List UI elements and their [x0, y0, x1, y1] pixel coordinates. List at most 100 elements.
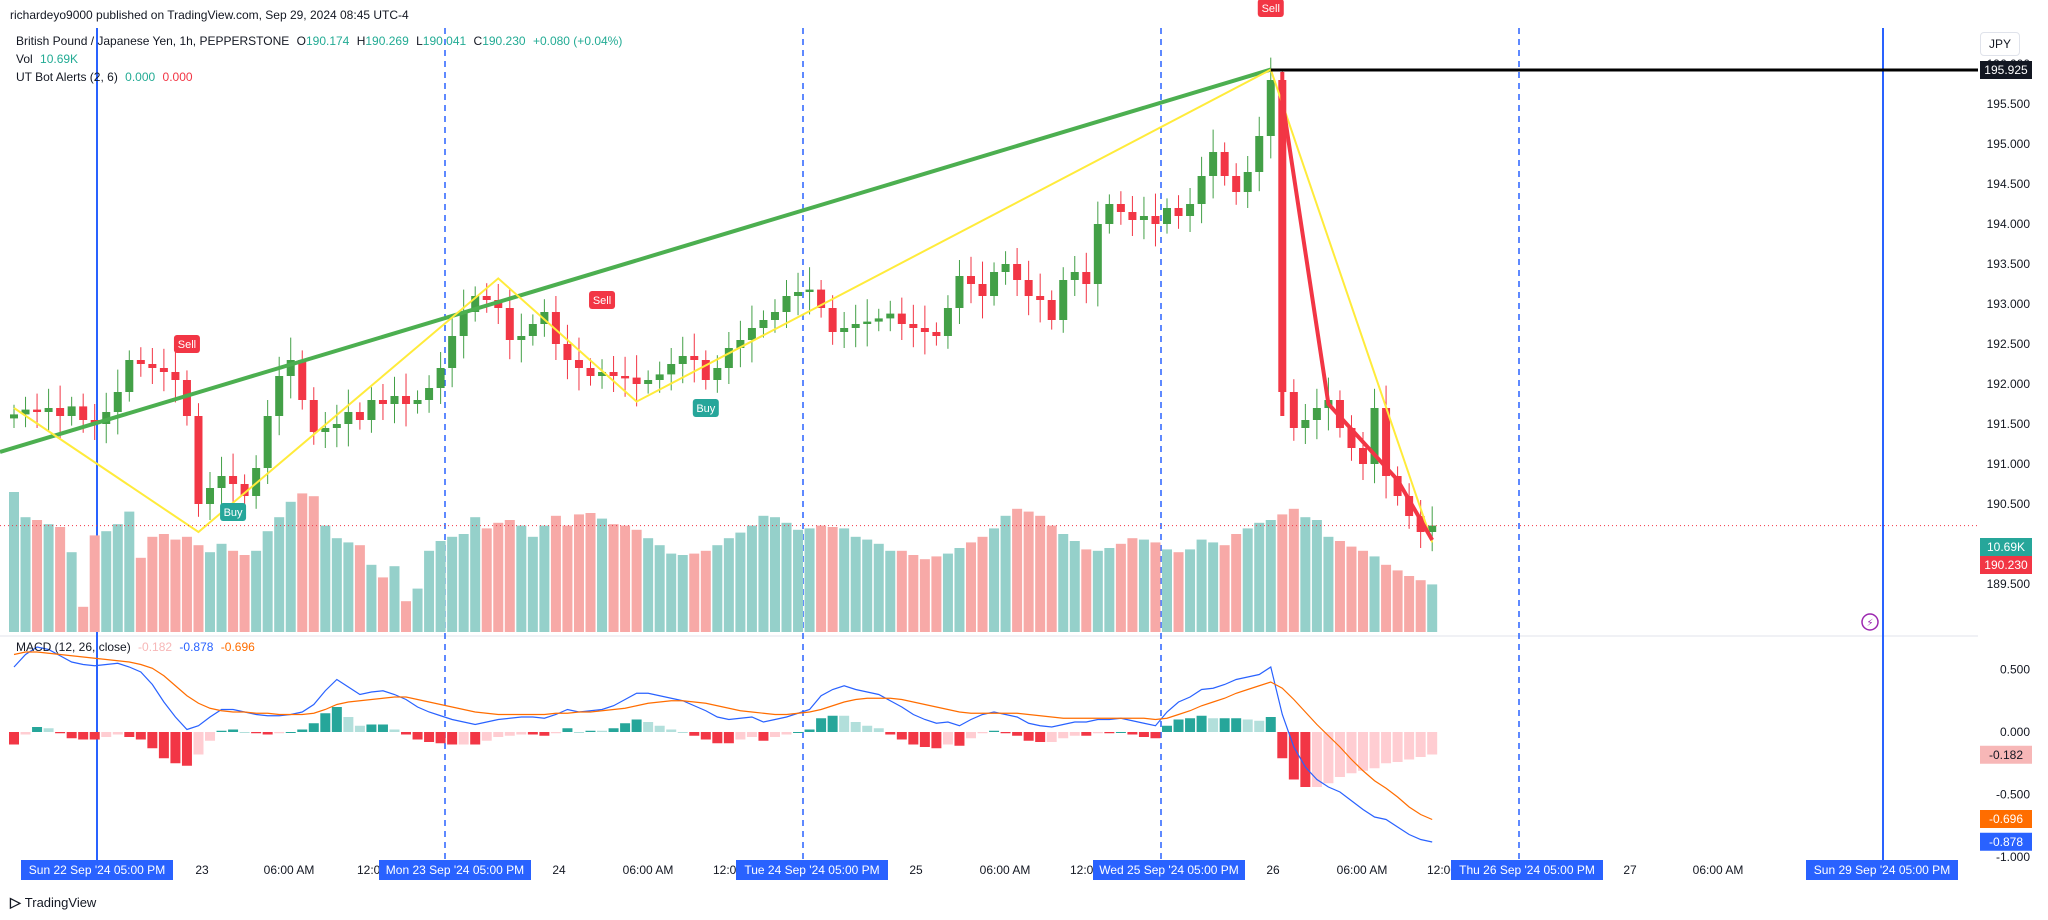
candle — [990, 272, 999, 296]
volume-bar — [320, 525, 331, 632]
volume-bar — [516, 525, 527, 632]
macd-hist-bar — [1092, 732, 1103, 734]
macd-hist-bar — [1254, 720, 1265, 732]
candle — [1151, 216, 1160, 224]
volume-legend[interactable]: Vol 10.69K — [16, 52, 82, 66]
symbol-title[interactable]: British Pound / Japanese Yen, 1h, PEPPER… — [16, 34, 290, 48]
volume-bar — [885, 550, 896, 632]
macd-hist-bar — [43, 728, 54, 732]
current-price-badge — [1980, 556, 2032, 574]
volume-bar — [631, 529, 642, 632]
macd-hist-bar — [654, 725, 665, 732]
time-axis-badge — [1806, 860, 1958, 880]
macd-hist-bar — [158, 732, 169, 759]
volume-bar — [1208, 542, 1219, 632]
volume-badge-label: 10.69K — [1987, 540, 2025, 554]
macd-hist-bar — [1069, 732, 1080, 736]
macd-value-badge — [1980, 832, 2032, 851]
macd-hist-bar — [965, 732, 976, 739]
volume-bar — [366, 564, 377, 632]
candle — [1059, 280, 1068, 320]
drop-line — [1280, 72, 1434, 541]
candle — [817, 289, 826, 308]
volume-bar — [1415, 580, 1426, 632]
macd-hist-bar — [504, 732, 515, 736]
volume-bar — [43, 524, 54, 632]
macd-hist-bar — [1392, 732, 1403, 762]
macd-hist-bar — [769, 732, 780, 737]
volume-bar — [793, 529, 804, 632]
candle — [1220, 152, 1229, 176]
macd-hist-bar — [781, 732, 792, 735]
candle — [1289, 392, 1298, 428]
tradingview-logo[interactable]: ▷ TradingView — [10, 894, 96, 911]
macd-hist-bar — [816, 718, 827, 732]
volume-bar — [1000, 515, 1011, 632]
alert-lightning-icon — [1861, 613, 1879, 631]
candle — [263, 416, 272, 468]
candle — [655, 374, 664, 380]
time-axis-badge-label: Thu 26 Sep '24 05:00 PM — [1459, 863, 1595, 877]
volume-bar — [781, 522, 792, 632]
candle — [1405, 496, 1414, 516]
macd-hist-bar — [620, 723, 631, 732]
volume-bar — [389, 566, 400, 632]
utbot-legend[interactable]: UT Bot Alerts (2, 6) 0.000 0.000 — [16, 70, 197, 84]
volume-bar — [746, 525, 757, 632]
sell-signal — [589, 291, 616, 309]
candle — [21, 409, 30, 415]
time-axis-badge-label: Wed 25 Sep '24 05:00 PM — [1099, 863, 1239, 877]
volume-bar — [331, 538, 342, 632]
candle — [1001, 264, 1010, 272]
price-tick-label: 191.500 — [1987, 417, 2031, 431]
volume-bar — [608, 524, 619, 632]
volume-bar — [919, 559, 930, 632]
candle — [171, 372, 180, 380]
macd-hist-bar — [101, 732, 112, 737]
macd-hist-bar — [274, 732, 285, 734]
candle — [355, 412, 364, 420]
candle — [1382, 408, 1391, 476]
utbot-value-2: 0.000 — [162, 70, 193, 84]
macd-tick-label: 0.000 — [2000, 725, 2030, 739]
candle — [1301, 420, 1310, 428]
volume-bar — [9, 492, 19, 632]
candle — [943, 308, 952, 336]
currency-button[interactable]: JPY — [1980, 32, 2020, 56]
high-price-badge — [1980, 61, 2032, 79]
macd-hist-bar — [481, 732, 492, 741]
macd-line-value: -0.878 — [179, 640, 214, 654]
candle — [528, 324, 537, 336]
macd-hist-bar — [1000, 732, 1011, 734]
macd-hist-bar — [1265, 717, 1276, 732]
macd-hist-bar — [1104, 732, 1115, 734]
volume-bar — [1127, 538, 1138, 632]
candle — [240, 484, 249, 496]
macd-legend[interactable]: MACD (12, 26, close) -0.182 -0.878 -0.69… — [16, 640, 259, 654]
candle — [828, 308, 837, 332]
macd-hist-bar — [873, 728, 884, 732]
macd-hist-bar — [1046, 732, 1057, 742]
volume-bar — [262, 531, 273, 632]
candle — [840, 328, 849, 332]
volume-bar — [758, 515, 769, 632]
macd-hist-bar — [1300, 732, 1311, 787]
macd-hist-bar — [1150, 732, 1161, 739]
candle — [275, 376, 284, 416]
macd-hist-bar — [1427, 732, 1438, 755]
time-axis-label: 24 — [552, 863, 566, 877]
candle — [1312, 408, 1321, 420]
candle — [459, 312, 468, 336]
macd-value-badge — [1980, 810, 2032, 828]
volume-bar — [712, 545, 723, 632]
candle — [770, 312, 779, 320]
volume-bar — [1069, 541, 1080, 632]
candle — [759, 320, 768, 328]
volume-bar — [1092, 550, 1103, 632]
volume-bar — [931, 556, 942, 632]
time-axis-badge-label: Mon 23 Sep '24 05:00 PM — [386, 863, 524, 877]
volume-bar — [1219, 545, 1230, 632]
volume-bar — [1369, 556, 1380, 632]
candle — [1209, 152, 1218, 176]
